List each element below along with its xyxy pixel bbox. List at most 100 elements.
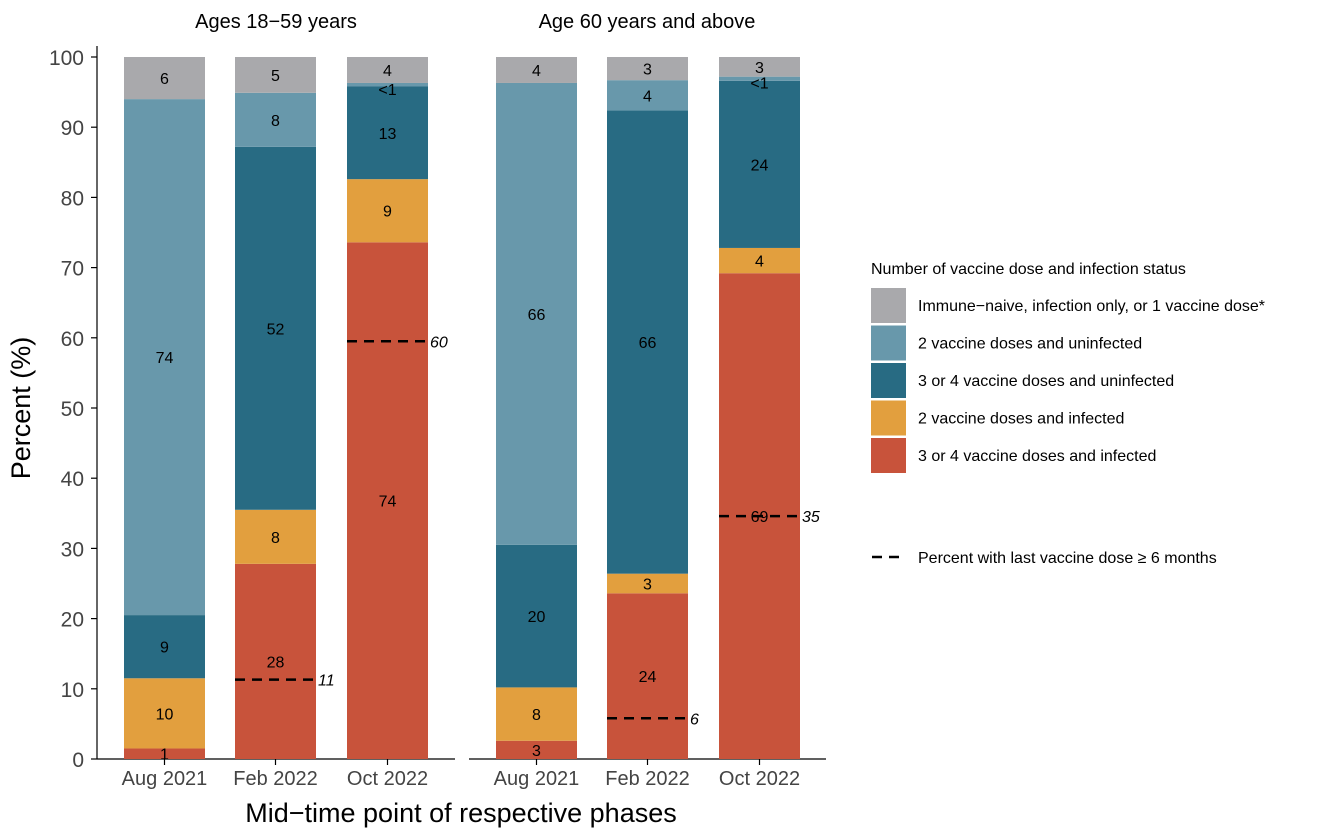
bar-stack: 69 4 24 <13 35 [719, 57, 820, 759]
legend-title: Number of vaccine dose and infection sta… [871, 261, 1186, 278]
data-label: 28 [267, 654, 285, 671]
y-tick-label: 100 [49, 47, 84, 70]
data-label: 24 [751, 157, 769, 174]
bar-segment-two-uninfected [235, 92, 316, 147]
data-label: 3 [532, 743, 541, 760]
y-tick-label: 10 [61, 679, 84, 702]
bar-stack: 3 8 20 66 4 [496, 57, 577, 760]
x-tick-label: Oct 2022 [347, 768, 428, 790]
bar-segment-immune-naive [347, 57, 428, 83]
data-label: 66 [639, 335, 657, 352]
y-tick-label: 40 [61, 468, 84, 491]
bar-segment-three-four-uninfected [496, 544, 577, 688]
data-label: 3 [755, 60, 764, 77]
data-label: 8 [532, 707, 541, 724]
legend-item-label: 3 or 4 vaccine doses and infected [918, 448, 1156, 465]
data-label: 9 [160, 640, 169, 657]
data-label: 20 [528, 609, 546, 626]
data-label: <1 [750, 76, 768, 93]
bar-segment-two-uninfected [719, 76, 800, 81]
bar-segment-immune-naive [124, 57, 205, 100]
data-label: 24 [639, 669, 657, 686]
bar-segment-three-four-uninfected [124, 615, 205, 679]
bar-segment-immune-naive [719, 57, 800, 77]
bar-segment-three-four-infected [124, 748, 205, 759]
data-label: 52 [267, 321, 285, 338]
panel-age-60-plus: Age 60 years and above 3 8 20 66 4 Aug 2021 24 3… [469, 11, 826, 790]
bar-segment-two-infected [124, 678, 205, 749]
data-label: 3 [643, 62, 652, 79]
bar-segment-three-four-infected [496, 740, 577, 759]
legend-swatch [871, 288, 906, 323]
bar-segment-two-infected [235, 509, 316, 564]
bar-stack: 24 3 66 4 3 6 [607, 57, 699, 759]
bar-segment-three-four-uninfected [347, 86, 428, 180]
data-label: 9 [383, 204, 392, 221]
y-tick-label: 90 [61, 117, 84, 140]
axes-layer: 0 10 20 30 40 50 60 70 80 90 100 [49, 46, 98, 772]
data-label: 8 [271, 113, 280, 130]
legend-swatch [871, 438, 906, 473]
data-label: 10 [156, 706, 174, 723]
panel-ages-18-59: Ages 18−59 years 1 10 9 74 6 Aug 2021 28 8 52 8 5 1 1… [97, 11, 455, 790]
bar-segment-immune-naive [607, 57, 688, 81]
y-tick-label: 60 [61, 328, 84, 351]
x-tick-label: Aug 2021 [122, 768, 208, 790]
dashed-line-label: 6 [690, 711, 699, 728]
data-label: 8 [271, 530, 280, 547]
y-tick-label: 20 [61, 609, 84, 632]
y-tick-label: 30 [61, 538, 84, 561]
data-label: 3 [643, 577, 652, 594]
legend-swatch [871, 325, 906, 361]
bar-segment-two-uninfected [347, 82, 428, 87]
legend: Number of vaccine dose and infection sta… [871, 261, 1265, 567]
y-tick-label: 80 [61, 187, 84, 210]
x-tick-label: Feb 2022 [233, 768, 318, 790]
bar-segment-two-uninfected [496, 82, 577, 545]
data-label: 74 [379, 494, 397, 511]
bar-segment-three-four-uninfected [719, 80, 800, 248]
legend-item-label: 2 vaccine doses and uninfected [918, 336, 1142, 353]
dashed-line-label: 60 [430, 334, 448, 351]
panel-title: Ages 18−59 years [195, 11, 357, 33]
x-axis-label: Mid−time point of respective phases [245, 798, 676, 828]
bar-segment-two-infected [347, 179, 428, 243]
data-label: 5 [271, 68, 280, 85]
legend-item-label: Immune−naive, infection only, or 1 vacci… [918, 298, 1265, 315]
data-label: 4 [755, 254, 764, 271]
x-tick-label: Feb 2022 [605, 768, 690, 790]
data-label: 6 [160, 71, 169, 88]
x-tick-label: Oct 2022 [719, 768, 800, 790]
bar-segment-two-infected [719, 247, 800, 274]
bar-segment-three-four-infected [347, 242, 428, 759]
data-label: 1 [160, 747, 169, 764]
y-axis-label: Percent (%) [6, 337, 36, 480]
bar-segment-two-uninfected [607, 80, 688, 111]
panel-title: Age 60 years and above [539, 11, 756, 33]
bar-stack: 1 10 9 74 6 [124, 57, 205, 764]
bar-segment-three-four-infected [235, 563, 316, 759]
data-label: 13 [379, 126, 397, 143]
legend-swatch [871, 363, 906, 398]
bar-segment-two-infected [496, 687, 577, 741]
y-tick-label: 70 [61, 258, 84, 281]
data-label: 66 [528, 307, 546, 324]
legend-line-label: Percent with last vaccine dose ≥ 6 month… [918, 550, 1217, 567]
bar-segment-two-uninfected [124, 99, 205, 616]
bar-segment-three-four-uninfected [235, 146, 316, 510]
data-label: 4 [532, 63, 541, 80]
data-label: 4 [383, 63, 392, 80]
bar-segment-immune-naive [496, 57, 577, 83]
data-label: 74 [156, 350, 174, 367]
x-tick-label: Aug 2021 [494, 768, 580, 790]
bar-segment-two-infected [607, 573, 688, 594]
data-label: <1 [378, 82, 396, 99]
data-label: 69 [751, 509, 769, 526]
bar-segment-three-four-uninfected [607, 110, 688, 574]
dashed-line-label: 35 [802, 509, 820, 526]
legend-item-label: 2 vaccine doses and infected [918, 411, 1124, 428]
bar-segment-immune-naive [235, 57, 316, 93]
y-tick-label: 50 [61, 398, 84, 421]
bar-stack: 28 8 52 8 5 11 [235, 57, 335, 759]
